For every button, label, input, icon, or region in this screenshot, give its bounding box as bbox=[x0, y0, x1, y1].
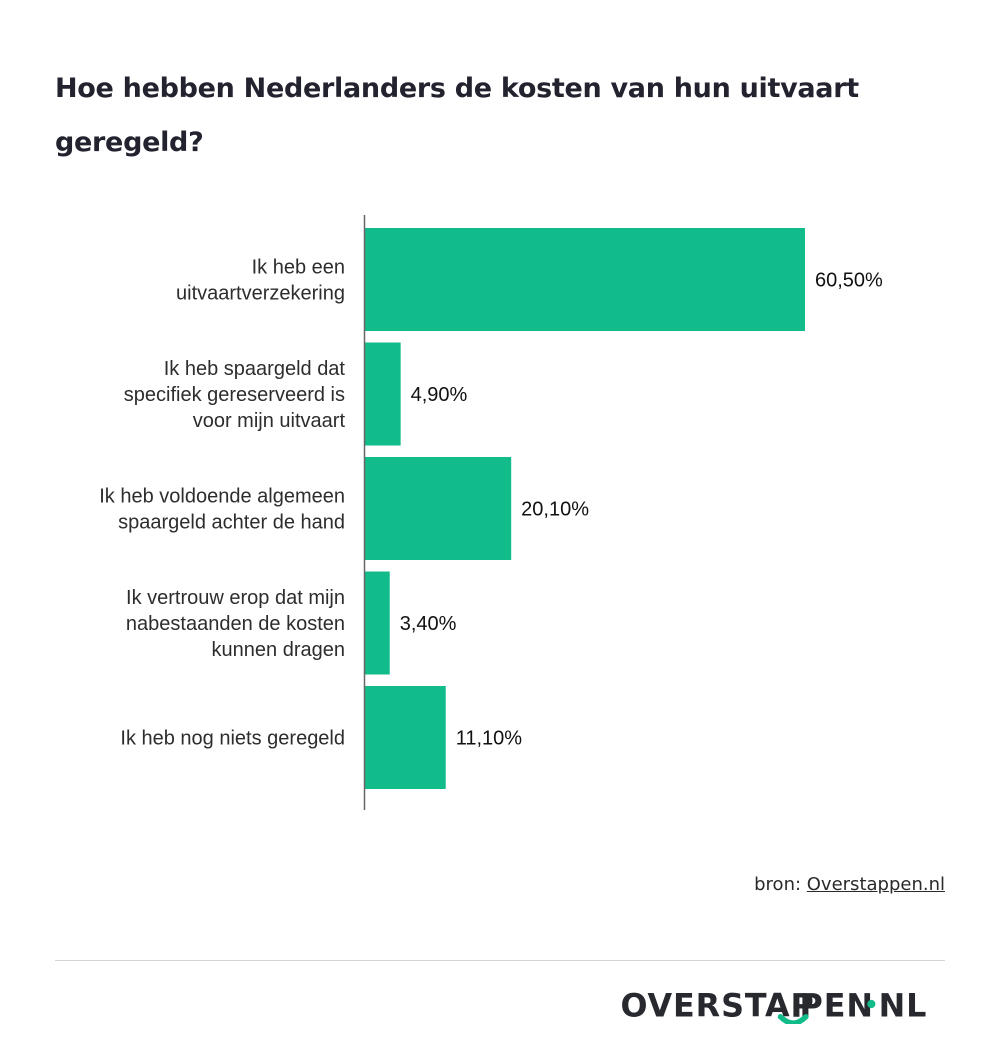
value-labels-layer: 60,50% 4,90% 20,10% 3,40% 11,10% bbox=[400, 270, 883, 750]
category-label-line: Ik heb spaargeld dat bbox=[164, 358, 346, 380]
source-link[interactable]: Overstappen.nl bbox=[806, 874, 945, 895]
value-label: 60,50% bbox=[815, 270, 883, 292]
category-labels-layer: Ik heb een uitvaartverzekering Ik heb spaa… bbox=[99, 257, 345, 750]
category-label-line: Ik heb voldoende algemeen bbox=[99, 486, 345, 508]
footer-divider bbox=[55, 960, 945, 961]
overstappen-logo: OVERSTAP PEN NL bbox=[620, 987, 928, 1024]
logo-smile-icon bbox=[777, 1014, 809, 1024]
bars-layer bbox=[365, 228, 805, 789]
bar bbox=[365, 457, 512, 560]
category-label-line: nabestaanden de kosten bbox=[126, 613, 345, 635]
source-prefix: bron: bbox=[754, 874, 807, 895]
chart-title: Hoe hebben Nederlanders de kosten van hu… bbox=[55, 73, 859, 158]
value-label: 20,10% bbox=[521, 499, 589, 521]
bar bbox=[365, 228, 805, 331]
category-label: Ik heb nog niets geregeld bbox=[120, 728, 345, 750]
category-label-line: spaargeld achter de hand bbox=[118, 512, 345, 534]
category-label-line: Ik heb nog niets geregeld bbox=[120, 728, 345, 750]
source-note: bron: Overstappen.nl bbox=[754, 874, 945, 895]
category-label: Ik heb een uitvaartverzekering bbox=[176, 257, 345, 305]
logo-text-middle: PEN bbox=[800, 987, 874, 1024]
category-label-line: kunnen dragen bbox=[212, 639, 345, 661]
category-label-line: Ik heb een bbox=[252, 257, 345, 279]
logo-dot-icon bbox=[867, 999, 876, 1009]
bar-chart: Ik heb een uitvaartverzekering Ik heb spaa… bbox=[99, 215, 883, 810]
category-label-line: Ik vertrouw erop dat mijn bbox=[126, 587, 345, 609]
value-label: 11,10% bbox=[456, 728, 523, 750]
category-label-line: uitvaartverzekering bbox=[176, 283, 345, 305]
category-label-line: specifiek gereserveerd is bbox=[124, 384, 345, 406]
logo-text-right: NL bbox=[879, 987, 928, 1024]
value-label: 3,40% bbox=[400, 613, 457, 635]
category-label: Ik heb voldoende algemeen spaargeld achte… bbox=[99, 486, 345, 534]
bar bbox=[365, 571, 390, 675]
bar bbox=[365, 686, 446, 789]
bar bbox=[365, 342, 401, 446]
category-label: Ik heb spaargeld dat specifiek gereservee… bbox=[124, 358, 346, 432]
value-label: 4,90% bbox=[411, 384, 468, 406]
category-label-line: voor mijn uitvaart bbox=[193, 410, 346, 432]
category-label: Ik vertrouw erop dat mijn nabestaanden de… bbox=[126, 587, 345, 661]
